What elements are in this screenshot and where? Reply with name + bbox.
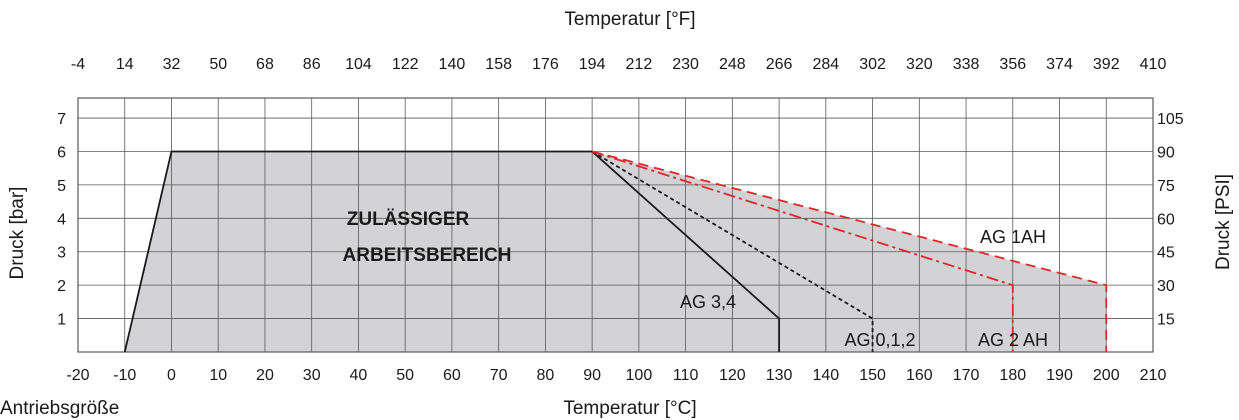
x-tick-label-celsius: 50 [396, 367, 414, 384]
y-tick-label-bar: 1 [57, 312, 66, 329]
y-tick-label-psi: 15 [1157, 312, 1175, 329]
series-label-ag-2-ah: AG 2 AH [978, 330, 1048, 350]
x-tick-label-celsius: 20 [256, 367, 274, 384]
x-tick-label-celsius: 80 [536, 367, 554, 384]
y-tick-label-bar: 3 [57, 245, 66, 262]
bottom-left-label: Antriebsgröße [0, 398, 119, 419]
curve-label-layer: AG 3,4 AG 0,1,2 AG 2 AH AG 1AH [680, 227, 1048, 350]
x-tick-label-fahrenheit: 86 [303, 56, 321, 73]
y-tick-label-psi: 60 [1157, 211, 1175, 228]
x-tick-label-fahrenheit: 122 [392, 56, 419, 73]
y-axis-title-right: Druck [PSI] [1213, 174, 1234, 270]
x-tick-label-celsius: 0 [167, 367, 176, 384]
x-tick-label-fahrenheit: 32 [163, 56, 181, 73]
x-tick-label-celsius: 170 [953, 367, 980, 384]
x-tick-label-celsius: 200 [1093, 367, 1120, 384]
x-tick-label-celsius: 90 [583, 367, 601, 384]
x-tick-label-fahrenheit: 338 [953, 56, 980, 73]
x-tick-label-celsius: 190 [1046, 367, 1073, 384]
x-tick-label-celsius: 180 [999, 367, 1026, 384]
x-tick-label-celsius: 210 [1140, 367, 1167, 384]
x-tick-label-celsius: 160 [906, 367, 933, 384]
x-tick-label-celsius: 100 [626, 367, 653, 384]
envelope-boundary-line [123, 150, 593, 353]
plot-frame [77, 97, 1154, 353]
x-tick-label-fahrenheit: 104 [345, 56, 372, 73]
y-tick-label-psi: 90 [1157, 144, 1175, 161]
x-tick-label-celsius: 110 [673, 367, 699, 384]
y-tick-label-bar: 2 [57, 278, 66, 295]
series-layer [123, 150, 1108, 353]
x-tick-label-fahrenheit: 302 [859, 56, 886, 73]
series-line-ag-3-4 [591, 150, 780, 352]
x-tick-label-celsius: 30 [303, 367, 321, 384]
area-label-line-2: ARBEITSBEREICH [343, 245, 512, 266]
y-axis-title-left: Druck [bar] [7, 187, 28, 280]
y-tick-label-bar: 6 [57, 144, 66, 161]
x-tick-label-fahrenheit: 284 [812, 56, 839, 73]
x-tick-label-fahrenheit: 158 [485, 56, 512, 73]
x-tick-label-fahrenheit: 410 [1140, 56, 1167, 73]
x-tick-label-celsius: 60 [443, 367, 461, 384]
x-tick-label-celsius: 150 [859, 367, 886, 384]
tick-label-layer: -20 -10 0 10 20 30 40 50 60 70 80 90 100 110 120 130 140… [57, 56, 1184, 384]
x-tick-label-fahrenheit: 356 [999, 56, 1026, 73]
series-line-ag-0-1-2 [591, 150, 874, 352]
x-tick-label-fahrenheit: 176 [532, 56, 559, 73]
x-tick-label-fahrenheit: 230 [672, 56, 699, 73]
x-tick-label-fahrenheit: 140 [439, 56, 466, 73]
x-tick-label-fahrenheit: 392 [1093, 56, 1120, 73]
x-tick-label-celsius: 130 [766, 367, 793, 384]
x-tick-label-celsius: 140 [812, 367, 839, 384]
x-tick-label-fahrenheit: -4 [71, 56, 85, 73]
x-tick-label-fahrenheit: 50 [209, 56, 227, 73]
x-tick-label-fahrenheit: 248 [719, 56, 746, 73]
y-tick-label-bar: 5 [57, 178, 66, 195]
x-tick-label-fahrenheit: 374 [1046, 56, 1073, 73]
series-label-ag-3-4: AG 3,4 [680, 292, 736, 312]
x-tick-label-fahrenheit: 68 [256, 56, 274, 73]
x-tick-label-celsius: 120 [719, 367, 746, 384]
x-tick-label-celsius: 40 [350, 367, 368, 384]
series-line-ag-1ah [591, 150, 1108, 352]
x-axis-title-top: Temperatur [°F] [564, 9, 695, 30]
x-tick-label-fahrenheit: 320 [906, 56, 933, 73]
series-line-ag-2-ah [591, 150, 1014, 352]
x-tick-label-fahrenheit: 266 [766, 56, 793, 73]
y-tick-label-psi: 105 [1157, 111, 1184, 128]
x-tick-label-fahrenheit: 194 [579, 56, 606, 73]
x-tick-label-celsius: 70 [490, 367, 508, 384]
x-tick-label-celsius: 10 [209, 367, 227, 384]
y-tick-label-psi: 30 [1157, 278, 1175, 295]
x-tick-label-celsius: -10 [113, 367, 136, 384]
y-tick-label-bar: 7 [57, 111, 66, 128]
x-tick-label-celsius: -20 [66, 367, 89, 384]
series-label-ag-1ah: AG 1AH [980, 227, 1046, 247]
series-label-ag-0-1-2: AG 0,1,2 [844, 330, 915, 350]
x-axis-title-bottom: Temperatur [°C] [563, 398, 696, 419]
area-label-line-1: ZULÄSSIGER [347, 209, 470, 230]
y-tick-label-bar: 4 [57, 211, 66, 228]
y-tick-label-psi: 45 [1157, 245, 1175, 262]
x-tick-label-fahrenheit: 212 [626, 56, 653, 73]
y-tick-label-psi: 75 [1157, 178, 1175, 195]
x-tick-label-fahrenheit: 14 [116, 56, 134, 73]
